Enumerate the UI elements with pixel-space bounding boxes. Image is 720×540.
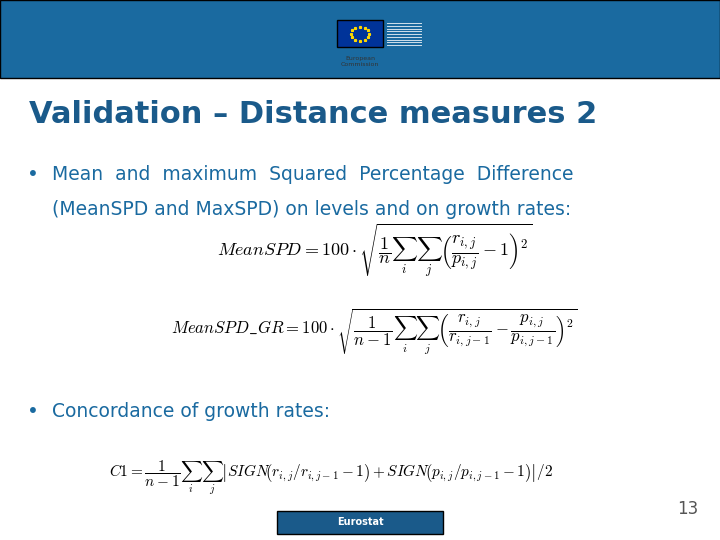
- FancyBboxPatch shape: [277, 511, 443, 534]
- Text: Concordance of growth rates:: Concordance of growth rates:: [52, 402, 330, 421]
- Text: $C1 = \dfrac{1}{n-1}\sum_{i}\sum_{j}\left|SIGN\!\left(r_{i,j}/r_{i,j-1}-1\right): $C1 = \dfrac{1}{n-1}\sum_{i}\sum_{j}\lef…: [109, 458, 553, 497]
- Text: European
Commission: European Commission: [341, 56, 379, 67]
- Text: Eurostat: Eurostat: [337, 517, 383, 527]
- Text: $MeanSPD = 100\cdot\sqrt{\dfrac{1}{n}\sum_{i}\sum_{j}\left(\dfrac{r_{i,j}}{p_{i,: $MeanSPD = 100\cdot\sqrt{\dfrac{1}{n}\su…: [217, 222, 532, 280]
- Text: $MeanSPD\_GR = 100\cdot\sqrt{\dfrac{1}{n-1}\sum_{i}\sum_{j}\left(\dfrac{r_{i,j}}: $MeanSPD\_GR = 100\cdot\sqrt{\dfrac{1}{n…: [171, 307, 577, 357]
- Text: Validation – Distance measures 2: Validation – Distance measures 2: [29, 100, 597, 129]
- Text: Mean  and  maximum  Squared  Percentage  Difference: Mean and maximum Squared Percentage Diff…: [52, 165, 573, 184]
- Text: (MeanSPD and MaxSPD) on levels and on growth rates:: (MeanSPD and MaxSPD) on levels and on gr…: [52, 200, 571, 219]
- FancyBboxPatch shape: [0, 0, 720, 78]
- Text: •: •: [27, 402, 39, 421]
- FancyBboxPatch shape: [337, 20, 383, 47]
- Text: 13: 13: [677, 501, 698, 518]
- Text: •: •: [27, 165, 39, 184]
